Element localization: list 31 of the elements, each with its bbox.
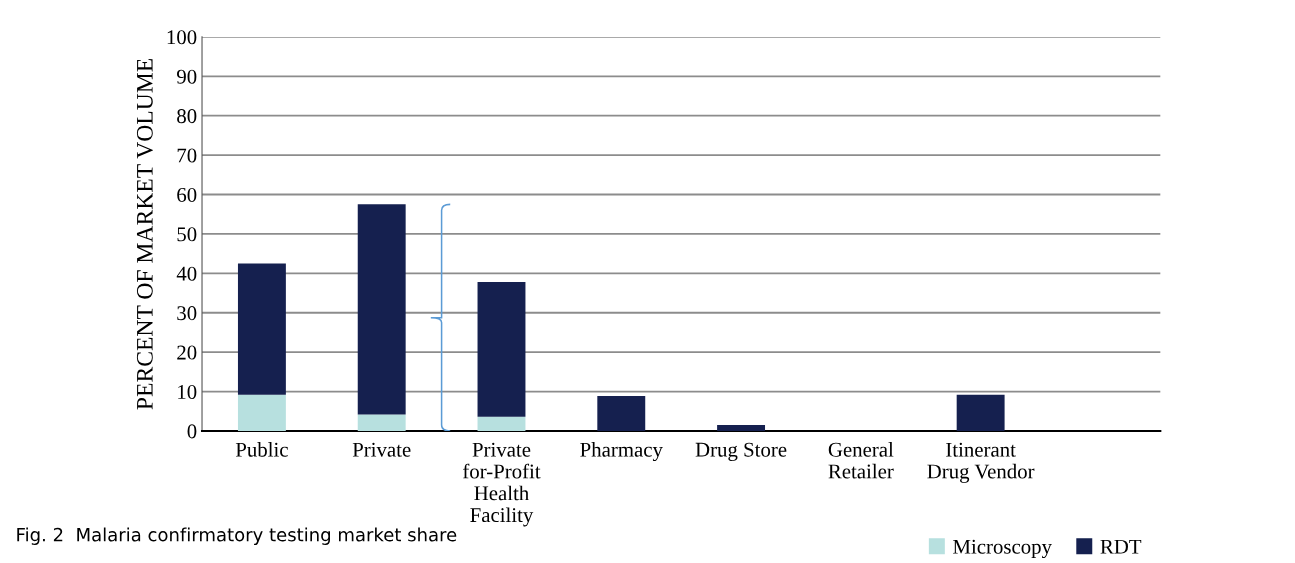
x-tick-label: Public (235, 442, 288, 457)
y-tick-label: 50 (177, 227, 197, 242)
x-tick-label: Private (352, 442, 411, 457)
bar (717, 425, 766, 431)
caption: Fig. 2 Malaria confirmatory testing market share (17, 527, 457, 545)
y-tick-label: 100 (167, 30, 197, 45)
x-tick-label: Drug Store (695, 442, 787, 461)
y-tick-label: 0 (187, 424, 197, 439)
y-tick-label: 80 (177, 109, 197, 124)
bar (357, 414, 406, 431)
x-tick-label: General Retailer (828, 442, 894, 479)
bar (477, 416, 526, 431)
y-axis-title: PERCENT OF MARKET VOLUME (136, 58, 153, 410)
x-tick-label: Pharmacy (580, 442, 663, 462)
legend-label: RDT (1100, 539, 1142, 554)
bar (477, 282, 526, 417)
y-tick-label: 10 (178, 384, 197, 399)
bar (237, 394, 286, 431)
bar (237, 263, 286, 395)
bar (956, 394, 1005, 431)
y-tick-label: 40 (176, 266, 197, 281)
y-tick-label: 90 (177, 69, 197, 84)
legend-label: Microscopy (953, 539, 1052, 559)
bar (357, 204, 406, 415)
y-tick-label: 70 (177, 148, 197, 163)
x-tick-label: Itinerant Drug Vendor (927, 442, 1035, 483)
x-tick-label: Private for-Profit Health Facility (463, 442, 541, 527)
y-tick-label: 60 (177, 187, 197, 202)
bar (597, 395, 646, 431)
y-tick-label: 20 (177, 345, 197, 360)
y-tick-label: 30 (177, 306, 197, 321)
